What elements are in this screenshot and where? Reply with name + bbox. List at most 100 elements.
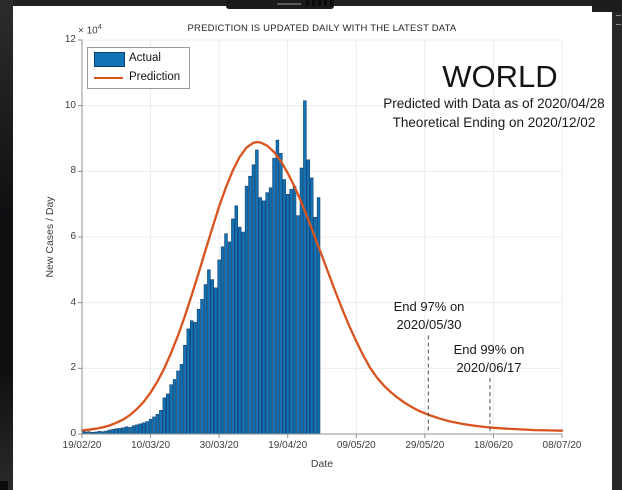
actual-bar	[241, 231, 245, 435]
chart-title: PREDICTION IS UPDATED DAILY WITH THE LAT…	[187, 23, 457, 34]
window-corner-notch	[0, 481, 8, 490]
prediction-line-swatch	[94, 77, 123, 79]
y-axis-offset-label: × 104	[78, 24, 102, 36]
actual-bar	[282, 179, 286, 435]
y-tick-label: 2	[70, 362, 76, 374]
actual-bar	[145, 421, 149, 435]
y-tick-label: 0	[70, 428, 76, 439]
x-tick-label: 08/07/20	[542, 440, 582, 451]
end99-annotation: End 99% on 2020/06/17	[429, 341, 549, 377]
x-tick-label: 30/03/20	[199, 440, 239, 451]
actual-bar	[217, 259, 221, 435]
actual-bar	[265, 192, 269, 435]
window-right-edge[interactable]	[612, 0, 622, 490]
actual-bar	[306, 159, 310, 435]
actual-bar	[111, 429, 115, 435]
actual-bar	[176, 370, 180, 435]
actual-bar	[296, 215, 300, 435]
actual-bar	[275, 139, 280, 435]
actual-bar	[128, 427, 132, 435]
actual-bar	[162, 397, 166, 435]
actual-bar	[248, 175, 252, 435]
legend-item-actual: Actual	[88, 49, 189, 69]
y-tick-label: 4	[70, 296, 76, 308]
y-tick-label: 6	[70, 231, 76, 242]
theoretical-ending-subtitle: Theoretical Ending on 2020/12/02	[392, 115, 596, 130]
prediction-line	[80, 140, 564, 432]
legend-item-prediction: Prediction	[88, 68, 189, 88]
actual-bar	[220, 246, 225, 435]
actual-bar	[268, 187, 273, 435]
actual-bar	[166, 393, 170, 435]
actual-bar	[292, 185, 297, 435]
end97-annotation: End 97% on 2020/05/30	[369, 298, 489, 334]
y-tick-label: 12	[64, 34, 76, 45]
window-tab-fragment	[226, 0, 334, 9]
actual-bar	[289, 189, 293, 435]
prediction-date-subtitle: Predicted with Data as of 2020/04/28	[383, 96, 605, 111]
actual-bar	[231, 218, 235, 435]
x-tick-label: 19/04/20	[268, 440, 308, 451]
end97-line1: End 97% on	[393, 299, 465, 314]
actual-bar	[234, 205, 238, 435]
end99-line1: End 99% on	[453, 342, 525, 357]
actual-bar	[152, 416, 156, 435]
actual-bar	[186, 328, 190, 435]
actual-bar	[148, 418, 153, 435]
actual-bar	[142, 422, 146, 435]
actual-bar	[114, 428, 118, 435]
actual-bar	[207, 269, 211, 435]
window-left-edge	[0, 0, 13, 490]
tab-notch	[318, 0, 321, 6]
actual-bar	[251, 164, 256, 435]
x-axis-label: Date	[310, 458, 334, 470]
actual-bar	[190, 320, 194, 435]
tab-notch	[306, 0, 309, 6]
actual-bar	[214, 287, 218, 435]
actual-bar	[155, 413, 160, 435]
actual-bar	[286, 194, 290, 435]
x-tick-label: 19/02/20	[62, 440, 102, 451]
actual-bar	[121, 427, 125, 435]
actual-bar	[135, 424, 139, 435]
x-tick-label: 10/03/20	[131, 440, 171, 451]
tab-divider	[277, 3, 301, 5]
actual-bar	[193, 322, 197, 435]
actual-bar	[169, 384, 173, 435]
actual-bar	[262, 200, 266, 435]
legend-label-actual: Actual	[129, 52, 161, 64]
actual-bar	[203, 284, 208, 435]
window-corner-block	[592, 0, 622, 12]
offset-base: × 10	[78, 25, 98, 37]
tab-notch	[312, 0, 315, 6]
actual-bar	[258, 197, 262, 435]
actual-bar	[255, 149, 259, 435]
actual-bar	[131, 425, 136, 435]
end99-line2: 2020/06/17	[456, 360, 522, 375]
actual-bar	[196, 308, 201, 435]
actual-bar	[107, 429, 112, 435]
legend-label-prediction: Prediction	[129, 71, 181, 83]
tab-notch	[324, 0, 327, 6]
legend-box: Actual Prediction	[87, 47, 190, 89]
country-title: WORLD	[442, 59, 558, 94]
actual-bar	[303, 100, 307, 435]
actual-bar	[159, 410, 163, 435]
actual-bar	[179, 364, 184, 435]
y-tick-label: 8	[70, 165, 76, 177]
actual-bar	[200, 299, 204, 435]
x-tick-label: 09/05/20	[336, 440, 376, 451]
tab-notch	[330, 0, 333, 6]
actual-bar	[227, 241, 232, 435]
x-tick-label: 29/05/20	[405, 440, 445, 451]
actual-bar	[124, 426, 129, 435]
actual-bar	[238, 226, 242, 435]
actual-bar	[224, 233, 228, 435]
end97-line2: 2020/05/30	[396, 317, 462, 332]
menu-icon[interactable]	[616, 15, 621, 25]
actual-bar	[172, 379, 177, 435]
actual-bar	[210, 279, 214, 435]
actual-bar	[138, 423, 142, 435]
